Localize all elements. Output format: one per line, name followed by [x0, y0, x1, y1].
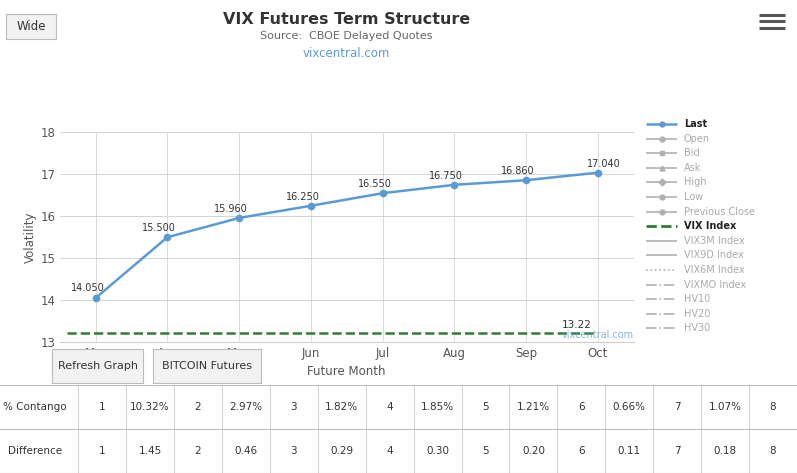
Text: 3: 3 — [290, 446, 297, 456]
Text: Previous Close: Previous Close — [684, 207, 755, 217]
Text: Ask: Ask — [684, 163, 701, 173]
Text: High: High — [684, 177, 706, 187]
Text: 0.18: 0.18 — [713, 446, 736, 456]
Text: VIX3M Index: VIX3M Index — [684, 236, 744, 246]
Text: 0.66%: 0.66% — [613, 403, 646, 412]
Text: VIXMO Index: VIXMO Index — [684, 280, 746, 289]
Text: 4: 4 — [387, 446, 393, 456]
Text: 6: 6 — [578, 446, 585, 456]
Text: 1.21%: 1.21% — [516, 403, 550, 412]
Text: 5: 5 — [482, 403, 489, 412]
Text: % Contango: % Contango — [3, 403, 67, 412]
Text: 0.11: 0.11 — [618, 446, 641, 456]
Text: VIX Index: VIX Index — [684, 221, 736, 231]
Text: 8: 8 — [770, 403, 776, 412]
Text: VIX9D Index: VIX9D Index — [684, 251, 744, 261]
Text: 7: 7 — [674, 446, 681, 456]
Text: HV30: HV30 — [684, 324, 710, 333]
Text: 2: 2 — [194, 403, 201, 412]
Text: Low: Low — [684, 192, 703, 202]
Text: 8: 8 — [770, 446, 776, 456]
Text: 0.30: 0.30 — [426, 446, 449, 456]
Text: 2: 2 — [194, 446, 201, 456]
Text: 1.85%: 1.85% — [421, 403, 454, 412]
Text: 10.32%: 10.32% — [130, 403, 170, 412]
Text: Open: Open — [684, 134, 710, 144]
Text: 4: 4 — [387, 403, 393, 412]
Text: Wide: Wide — [16, 20, 46, 33]
Text: 17.040: 17.040 — [587, 159, 621, 169]
Text: 3: 3 — [290, 403, 297, 412]
Text: 1: 1 — [99, 403, 105, 412]
Text: 16.860: 16.860 — [501, 166, 535, 176]
Text: Bid: Bid — [684, 148, 700, 158]
Text: HV10: HV10 — [684, 294, 710, 304]
Text: 1.45: 1.45 — [139, 446, 162, 456]
Text: 0.20: 0.20 — [522, 446, 545, 456]
Text: VIX6M Index: VIX6M Index — [684, 265, 744, 275]
Text: HV20: HV20 — [684, 309, 710, 319]
Text: 2.97%: 2.97% — [230, 403, 262, 412]
Text: 0.46: 0.46 — [234, 446, 257, 456]
Text: 16.250: 16.250 — [285, 192, 320, 202]
Text: 5: 5 — [482, 446, 489, 456]
Text: VIX Futures Term Structure: VIX Futures Term Structure — [223, 12, 470, 27]
Y-axis label: Volatility: Volatility — [23, 211, 37, 263]
Text: 6: 6 — [578, 403, 585, 412]
Text: vixcentral.com: vixcentral.com — [303, 47, 391, 60]
Text: 16.550: 16.550 — [357, 179, 391, 189]
Text: 15.960: 15.960 — [214, 204, 248, 214]
Text: BITCOIN Futures: BITCOIN Futures — [162, 361, 252, 371]
Text: Source:  CBOE Delayed Quotes: Source: CBOE Delayed Quotes — [261, 31, 433, 41]
Text: 0.29: 0.29 — [330, 446, 353, 456]
Text: vixcentral.com: vixcentral.com — [562, 330, 634, 340]
Text: 16.750: 16.750 — [429, 171, 463, 181]
Text: Refresh Graph: Refresh Graph — [57, 361, 138, 371]
Text: 1.82%: 1.82% — [325, 403, 359, 412]
X-axis label: Future Month: Future Month — [308, 366, 386, 378]
Text: 13.22: 13.22 — [562, 320, 592, 330]
Text: 1.07%: 1.07% — [709, 403, 742, 412]
Text: 14.050: 14.050 — [71, 282, 104, 292]
Text: 7: 7 — [674, 403, 681, 412]
Text: 15.500: 15.500 — [142, 223, 176, 233]
Text: Difference: Difference — [8, 446, 62, 456]
Text: 1: 1 — [99, 446, 105, 456]
Text: Last: Last — [684, 119, 707, 129]
